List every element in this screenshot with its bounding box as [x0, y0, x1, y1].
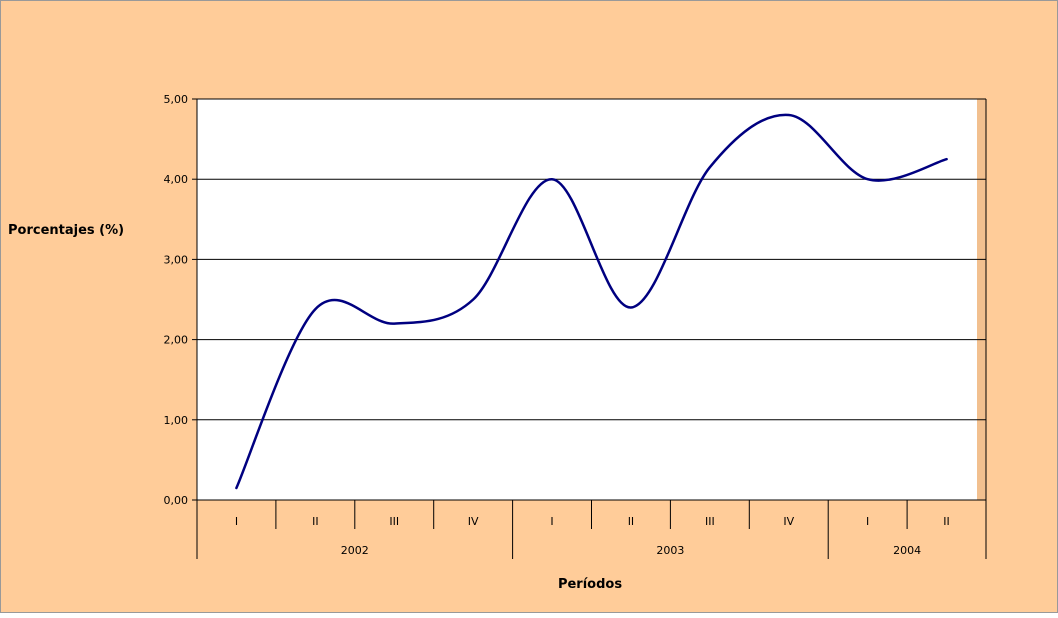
y-axis-title: Porcentajes (%) [8, 223, 124, 238]
x-tick-label-quarter: III [705, 515, 715, 528]
x-tick-label-quarter: I [550, 515, 553, 528]
plot-area [197, 99, 986, 500]
y-tick-label: 2,00 [164, 334, 189, 347]
x-tick-label-quarter: IV [783, 515, 794, 528]
x-axis-title: Períodos [558, 577, 622, 592]
x-tick-label-quarter: IV [468, 515, 479, 528]
x-tick-label-year: 2002 [341, 544, 369, 557]
y-tick-label: 5,00 [164, 93, 189, 106]
x-tick-label-quarter: II [312, 515, 319, 528]
x-tick-label-quarter: II [628, 515, 635, 528]
y-tick-labels: 0,00 1,00 2,00 3,00 4,00 5,00 [164, 93, 189, 507]
y-tick-label: 0,00 [164, 494, 189, 507]
y-tick-label: 4,00 [164, 173, 189, 186]
x-tick-label-quarter: I [866, 515, 869, 528]
axes [196, 99, 987, 559]
x-tick-label-quarter: I [235, 515, 238, 528]
y-tick-label: 1,00 [164, 414, 189, 427]
x-tick-label-quarter: II [943, 515, 950, 528]
gridlines [192, 98, 986, 501]
x-tick-label-year: 2003 [656, 544, 684, 557]
plot-right-strip [977, 99, 986, 500]
x-tick-label-quarter: III [389, 515, 399, 528]
x-tick-label-year: 2004 [893, 544, 921, 557]
series-line [235, 113, 948, 490]
y-tick-label: 3,00 [164, 253, 189, 266]
